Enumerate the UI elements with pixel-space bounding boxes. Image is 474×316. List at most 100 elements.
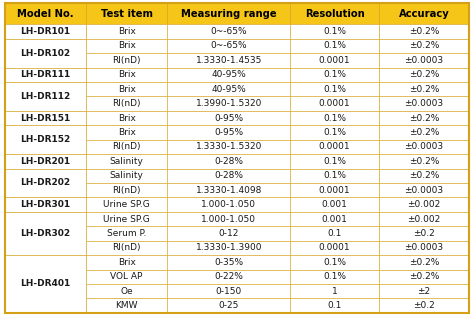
Text: ±0.2%: ±0.2% (409, 85, 439, 94)
Bar (5, 226, 86, 241)
Bar (5, 212, 86, 226)
Bar (379, 270, 469, 284)
Text: Salinity: Salinity (110, 157, 144, 166)
Text: 0~-65%: 0~-65% (210, 27, 247, 36)
Text: Measuring range: Measuring range (181, 9, 277, 19)
Text: Brix: Brix (118, 70, 136, 79)
Bar (379, 198, 469, 212)
Bar (167, 3, 291, 24)
Text: ±0.0003: ±0.0003 (404, 99, 444, 108)
Text: ±0.002: ±0.002 (407, 200, 441, 209)
Bar (5, 3, 86, 24)
Text: Brix: Brix (118, 27, 136, 36)
Bar (5, 24, 86, 39)
Text: 0.1%: 0.1% (323, 113, 346, 123)
Bar (86, 125, 167, 140)
Text: ±0.0003: ±0.0003 (404, 143, 444, 151)
Bar (379, 241, 469, 255)
Text: 0.0001: 0.0001 (319, 143, 350, 151)
Bar (379, 212, 469, 226)
Bar (291, 3, 379, 24)
Text: ±0.2: ±0.2 (413, 229, 435, 238)
Bar (379, 140, 469, 154)
Text: LH-DR102: LH-DR102 (20, 49, 71, 58)
Bar (86, 298, 167, 313)
Text: Brix: Brix (118, 258, 136, 267)
Text: 0.1%: 0.1% (323, 128, 346, 137)
Bar (379, 255, 469, 270)
Text: 1.000-1.050: 1.000-1.050 (201, 200, 256, 209)
Text: 0.1%: 0.1% (323, 41, 346, 50)
Bar (291, 284, 379, 298)
Text: ±0.2%: ±0.2% (409, 157, 439, 166)
Text: LH-DR401: LH-DR401 (20, 279, 71, 289)
Bar (379, 68, 469, 82)
Bar (379, 3, 469, 24)
Text: 0.001: 0.001 (322, 215, 347, 223)
Text: RI(nD): RI(nD) (112, 186, 141, 195)
Bar (379, 24, 469, 39)
Bar (86, 154, 167, 168)
Text: 0.1: 0.1 (328, 229, 342, 238)
Bar (5, 212, 86, 255)
Bar (86, 39, 167, 53)
Text: Brix: Brix (118, 128, 136, 137)
Text: Brix: Brix (118, 113, 136, 123)
Text: ±0.2: ±0.2 (413, 301, 435, 310)
Bar (5, 284, 86, 298)
Bar (5, 168, 86, 183)
Bar (86, 255, 167, 270)
Bar (291, 168, 379, 183)
Bar (379, 298, 469, 313)
Text: ±0.002: ±0.002 (407, 215, 441, 223)
Bar (291, 68, 379, 82)
Bar (86, 226, 167, 241)
Bar (167, 298, 291, 313)
Text: 0-95%: 0-95% (214, 113, 244, 123)
Text: 0.0001: 0.0001 (319, 99, 350, 108)
Text: ±0.2%: ±0.2% (409, 113, 439, 123)
Text: LH-DR152: LH-DR152 (20, 135, 71, 144)
Text: VOL AP: VOL AP (110, 272, 143, 281)
Bar (167, 68, 291, 82)
Text: 1.3330-1.4535: 1.3330-1.4535 (196, 56, 262, 65)
Bar (86, 212, 167, 226)
Bar (167, 255, 291, 270)
Bar (167, 24, 291, 39)
Bar (379, 82, 469, 96)
Bar (167, 140, 291, 154)
Bar (291, 96, 379, 111)
Bar (86, 140, 167, 154)
Bar (86, 53, 167, 68)
Bar (86, 168, 167, 183)
Text: LH-DR101: LH-DR101 (20, 27, 71, 36)
Text: ±0.2%: ±0.2% (409, 70, 439, 79)
Text: LH-DR112: LH-DR112 (20, 92, 71, 101)
Text: 0-25: 0-25 (219, 301, 239, 310)
Bar (5, 298, 86, 313)
Text: 1.3330-1.3900: 1.3330-1.3900 (196, 243, 262, 252)
Bar (167, 111, 291, 125)
Bar (167, 226, 291, 241)
Bar (167, 125, 291, 140)
Text: 0.0001: 0.0001 (319, 186, 350, 195)
Text: 0.0001: 0.0001 (319, 243, 350, 252)
Bar (167, 198, 291, 212)
Text: ±0.0003: ±0.0003 (404, 186, 444, 195)
Bar (167, 96, 291, 111)
Bar (291, 125, 379, 140)
Text: 0.1%: 0.1% (323, 85, 346, 94)
Text: Brix: Brix (118, 41, 136, 50)
Bar (291, 298, 379, 313)
Bar (86, 82, 167, 96)
Text: 0-22%: 0-22% (214, 272, 243, 281)
Bar (5, 255, 86, 313)
Bar (291, 39, 379, 53)
Bar (5, 111, 86, 125)
Bar (167, 241, 291, 255)
Text: 0-28%: 0-28% (214, 171, 243, 180)
Text: ±0.2%: ±0.2% (409, 27, 439, 36)
Bar (5, 198, 86, 212)
Text: LH-DR302: LH-DR302 (20, 229, 71, 238)
Bar (291, 241, 379, 255)
